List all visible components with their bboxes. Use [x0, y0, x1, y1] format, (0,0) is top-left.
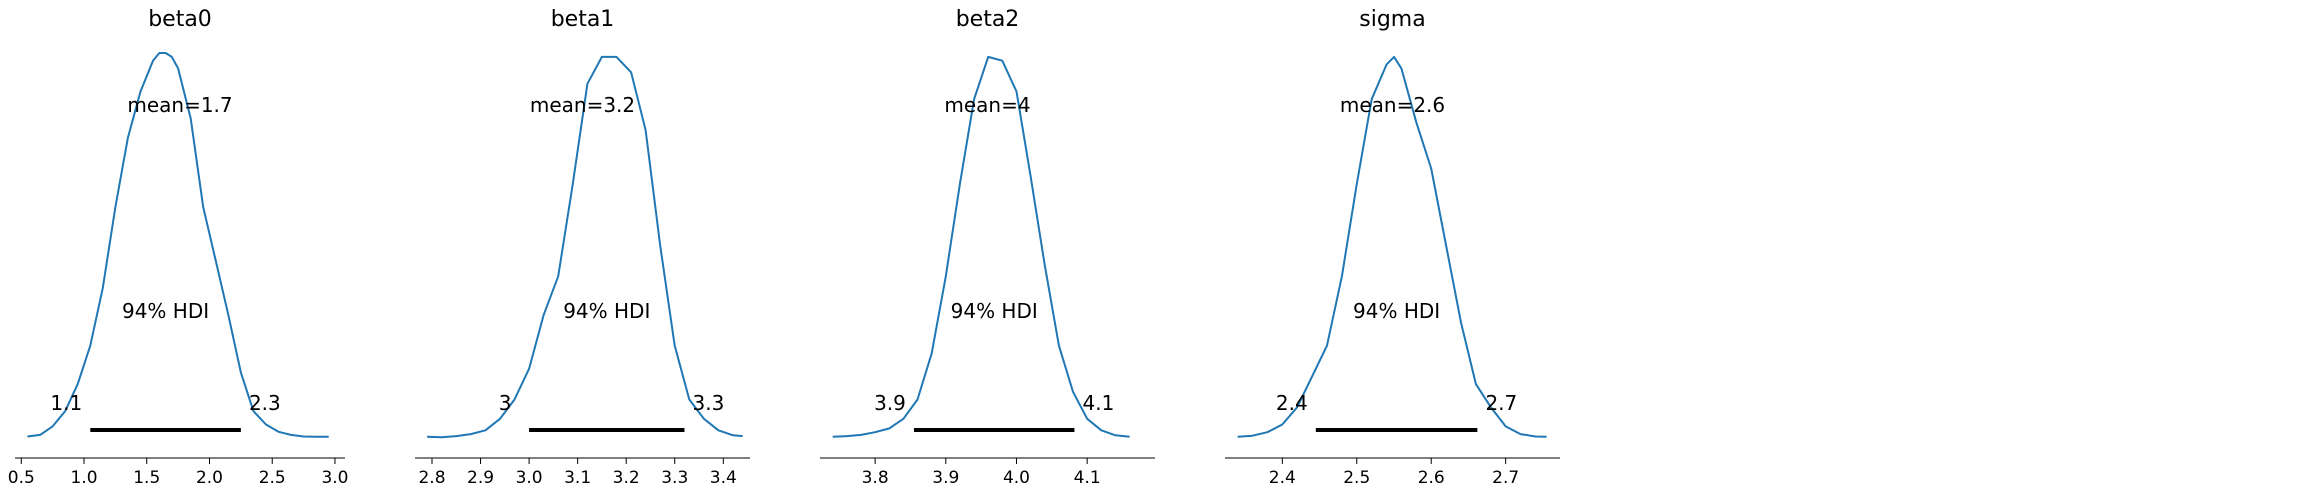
mean-label: mean=1.7 [127, 93, 232, 117]
hdi-label: 94% HDI [563, 299, 650, 323]
x-tick-label: 2.9 [467, 468, 494, 488]
x-tick-label: 3.3 [661, 468, 688, 488]
x-tick-label: 0.5 [8, 468, 35, 488]
density-curve [27, 52, 329, 438]
mean-label: mean=4 [944, 93, 1030, 117]
x-tick-label: 2.4 [1269, 468, 1296, 488]
x-tick-label: 2.8 [418, 468, 445, 488]
x-tick-label: 2.6 [1418, 468, 1445, 488]
x-tick-label: 3.8 [862, 468, 889, 488]
hdi-upper-label: 4.1 [1083, 391, 1115, 415]
density-curve [427, 55, 743, 439]
x-tick-label: 3.0 [321, 468, 348, 488]
hdi-lower-label: 3 [499, 391, 512, 415]
panel-title: beta2 [956, 7, 1020, 32]
hdi-upper-label: 2.3 [249, 391, 281, 415]
density-curve [1237, 55, 1547, 438]
hdi-lower-label: 3.9 [874, 391, 906, 415]
hdi-lower-label: 1.1 [50, 391, 82, 415]
panel-title: sigma [1359, 7, 1425, 32]
x-tick-label: 3.9 [932, 468, 959, 488]
x-tick-label: 2.0 [196, 468, 223, 488]
mean-label: mean=2.6 [1340, 93, 1445, 117]
x-tick-label: 3.1 [564, 468, 591, 488]
density-curve [832, 55, 1130, 438]
hdi-lower-label: 2.4 [1276, 391, 1308, 415]
panel-title: beta1 [551, 7, 615, 32]
hdi-label: 94% HDI [1353, 299, 1440, 323]
panel-beta0: beta0 mean=1.7 94% HDI 1.1 2.3 0.5 1.0 1.5 2.0 2.… [8, 7, 349, 488]
panel-sigma: sigma mean=2.6 94% HDI 2.4 2.7 2.4 2.5 2.6 2.7 [1225, 7, 1560, 488]
mean-label: mean=3.2 [530, 93, 635, 117]
x-tick-label: 4.1 [1074, 468, 1101, 488]
hdi-label: 94% HDI [951, 299, 1038, 323]
x-tick-label: 4.0 [1003, 468, 1030, 488]
x-tick-label: 3.4 [710, 468, 737, 488]
x-tick-label: 1.0 [70, 468, 97, 488]
x-tick-label: 2.7 [1492, 468, 1519, 488]
x-tick-label: 3.0 [516, 468, 543, 488]
panel-beta1: beta1 mean=3.2 94% HDI 3 3.3 2.8 2.9 3.0 3.1 3.2 3… [415, 7, 750, 488]
x-tick-label: 2.5 [259, 468, 286, 488]
hdi-label: 94% HDI [122, 299, 209, 323]
panel-title: beta0 [148, 7, 212, 32]
hdi-upper-label: 2.7 [1485, 391, 1517, 415]
x-tick-label: 3.2 [613, 468, 640, 488]
panel-beta2: beta2 mean=4 94% HDI 3.9 4.1 3.8 3.9 4.0 4.1 [820, 7, 1155, 488]
x-tick-label: 1.5 [133, 468, 160, 488]
x-tick-label: 2.5 [1343, 468, 1370, 488]
hdi-upper-label: 3.3 [693, 391, 725, 415]
